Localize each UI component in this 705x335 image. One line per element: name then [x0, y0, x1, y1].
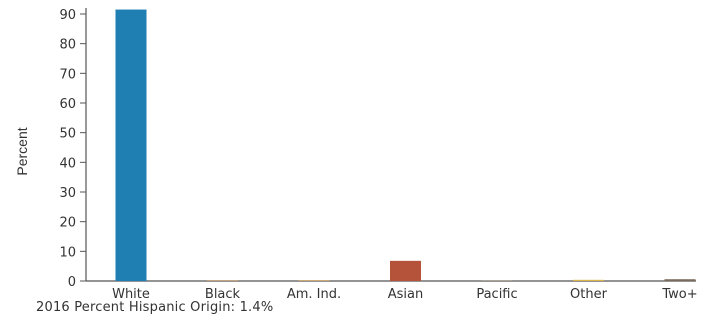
bars [116, 10, 696, 281]
y-tick-label: 40 [59, 156, 76, 171]
x-tick-label: Two+ [661, 287, 697, 302]
y-axis-label: Percent [14, 127, 30, 175]
y-tick-label: 70 [59, 67, 76, 82]
y-tick-label: 50 [59, 127, 76, 142]
y-tick-label: 0 [68, 275, 76, 290]
bar-white [116, 10, 147, 281]
y-tick-label: 90 [59, 8, 76, 23]
y-axis: 0 10 20 30 40 50 60 70 80 90 [59, 8, 86, 290]
y-tick-label: 60 [59, 97, 76, 112]
bar-black [207, 280, 238, 281]
y-tick-label: 20 [59, 216, 76, 231]
y-tick-label: 80 [59, 38, 76, 53]
hispanic-origin-note: 2016 Percent Hispanic Origin: 1.4% [36, 300, 273, 315]
bar-other [573, 280, 604, 281]
x-tick-label: Am. Ind. [287, 287, 341, 302]
x-tick-label: Asian [388, 287, 423, 302]
bar-asian [390, 261, 421, 281]
x-tick-label: Pacific [476, 287, 517, 302]
y-tick-label: 10 [59, 245, 76, 260]
bar-am-ind [299, 280, 330, 281]
y-tick-label: 30 [59, 186, 76, 201]
bar-two [665, 279, 696, 281]
x-tick-label: Other [570, 287, 608, 302]
